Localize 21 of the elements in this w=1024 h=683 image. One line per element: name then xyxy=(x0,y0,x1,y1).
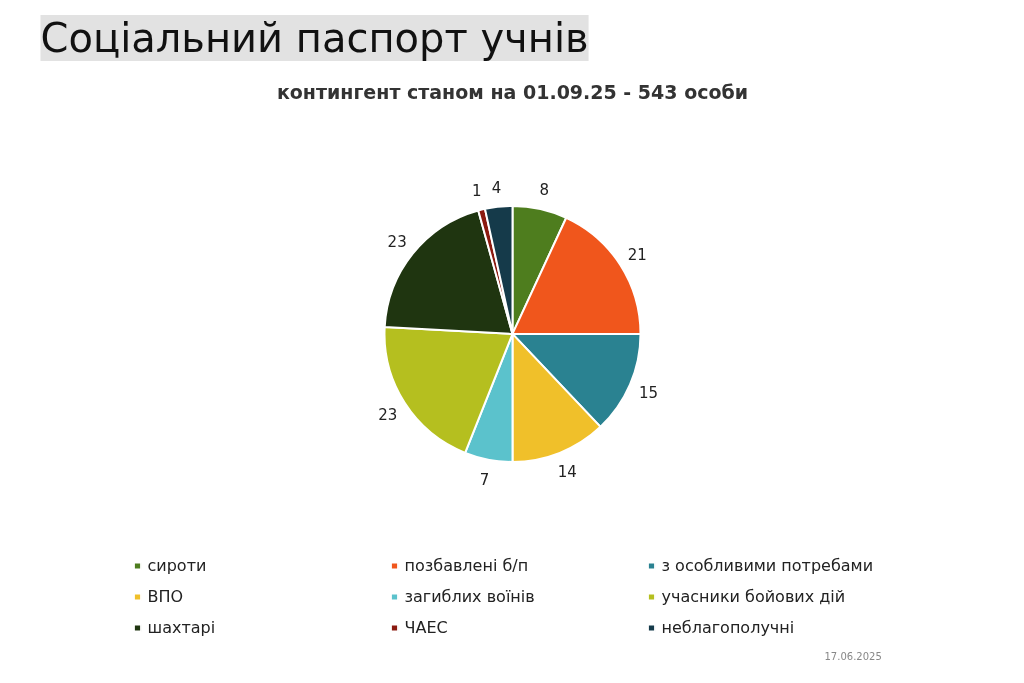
legend-label: шахтарі xyxy=(147,618,217,637)
legend-label: сироти xyxy=(147,556,208,575)
legend-label: ЧАЕС xyxy=(404,618,449,637)
text: 17.06.2025 xyxy=(824,650,882,662)
legend-label: позбавлені б/п xyxy=(404,556,530,575)
legend-label: з особливими потребами xyxy=(661,556,875,575)
data-label: 15 xyxy=(638,384,659,403)
chart-subtitle: контингент станом на 01.09.25 - 543 особи xyxy=(276,80,749,103)
data-label: 23 xyxy=(378,405,398,424)
data-label: 4 xyxy=(491,178,502,197)
data-label: 1 xyxy=(472,182,482,201)
chart-title: Соціальний паспорт учнів xyxy=(40,15,589,61)
legend-label: учасники бойових дій xyxy=(661,587,847,606)
data-label: 14 xyxy=(557,463,577,482)
legend-label: загиблих воїнів xyxy=(404,587,536,606)
legend-label: ВПО xyxy=(147,587,185,606)
data-label: 21 xyxy=(627,246,647,265)
data-label: 7 xyxy=(479,471,490,490)
legend-label: неблагополучні xyxy=(661,618,796,637)
data-label: 23 xyxy=(387,233,407,252)
data-label: 8 xyxy=(539,181,550,200)
